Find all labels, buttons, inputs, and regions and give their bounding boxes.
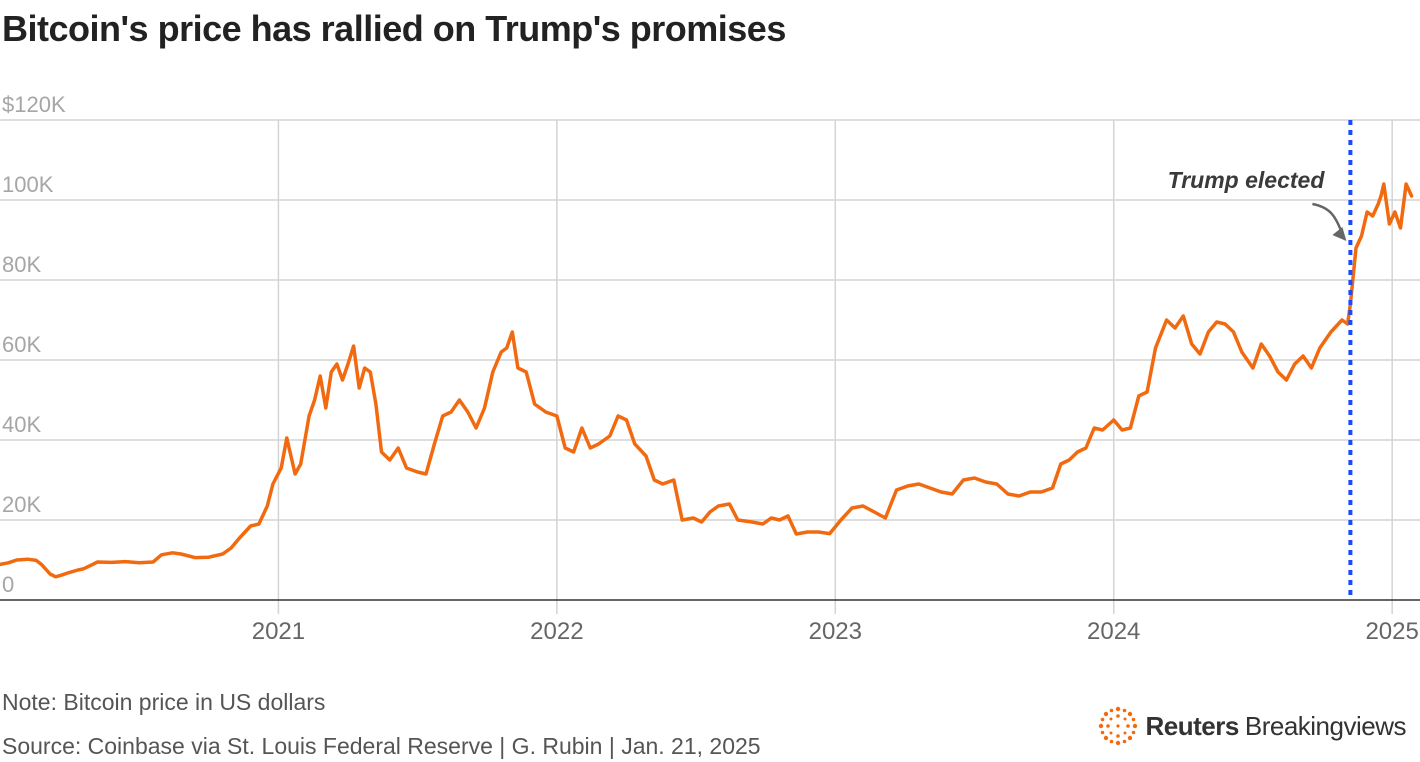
x-tick-label: 2021: [252, 618, 305, 645]
chart-source: Source: Coinbase via St. Louis Federal R…: [2, 733, 761, 759]
y-tick-label: 60K: [2, 332, 41, 357]
brand-reuters: Reuters: [1145, 710, 1240, 741]
brand-breakingviews: Breakingviews: [1244, 710, 1407, 741]
chart-title: Bitcoin's price has rallied on Trump's p…: [2, 8, 786, 49]
x-tick-label: 2025: [1365, 618, 1418, 645]
x-tick-label: 2023: [809, 618, 862, 645]
chart-note: Note: Bitcoin price in US dollars: [2, 689, 326, 715]
x-axis-ticks: 2021 2022 2023 2024 2025: [252, 618, 1419, 645]
bitcoin-price-line: [0, 182, 1414, 579]
gridlines: [0, 119, 1420, 614]
y-tick-label: $120K: [2, 92, 66, 117]
reuters-logo-icon: [1098, 706, 1137, 746]
x-tick-label: 2024: [1087, 618, 1140, 645]
y-tick-label: 40K: [2, 412, 41, 437]
y-tick-label: 0: [2, 572, 14, 597]
y-tick-label: 80K: [2, 252, 41, 277]
y-axis-ticks: 0 20K 40K 60K 80K 100K $120K: [2, 92, 66, 597]
x-tick-label: 2022: [530, 618, 583, 645]
trump-elected-label: Trump elected: [1168, 167, 1326, 193]
y-tick-label: 20K: [2, 492, 41, 517]
annotation-arrow: [1312, 202, 1347, 241]
reuters-breakingviews-logo: Reuters Breakingviews: [1098, 706, 1407, 746]
y-tick-label: 100K: [2, 172, 54, 197]
